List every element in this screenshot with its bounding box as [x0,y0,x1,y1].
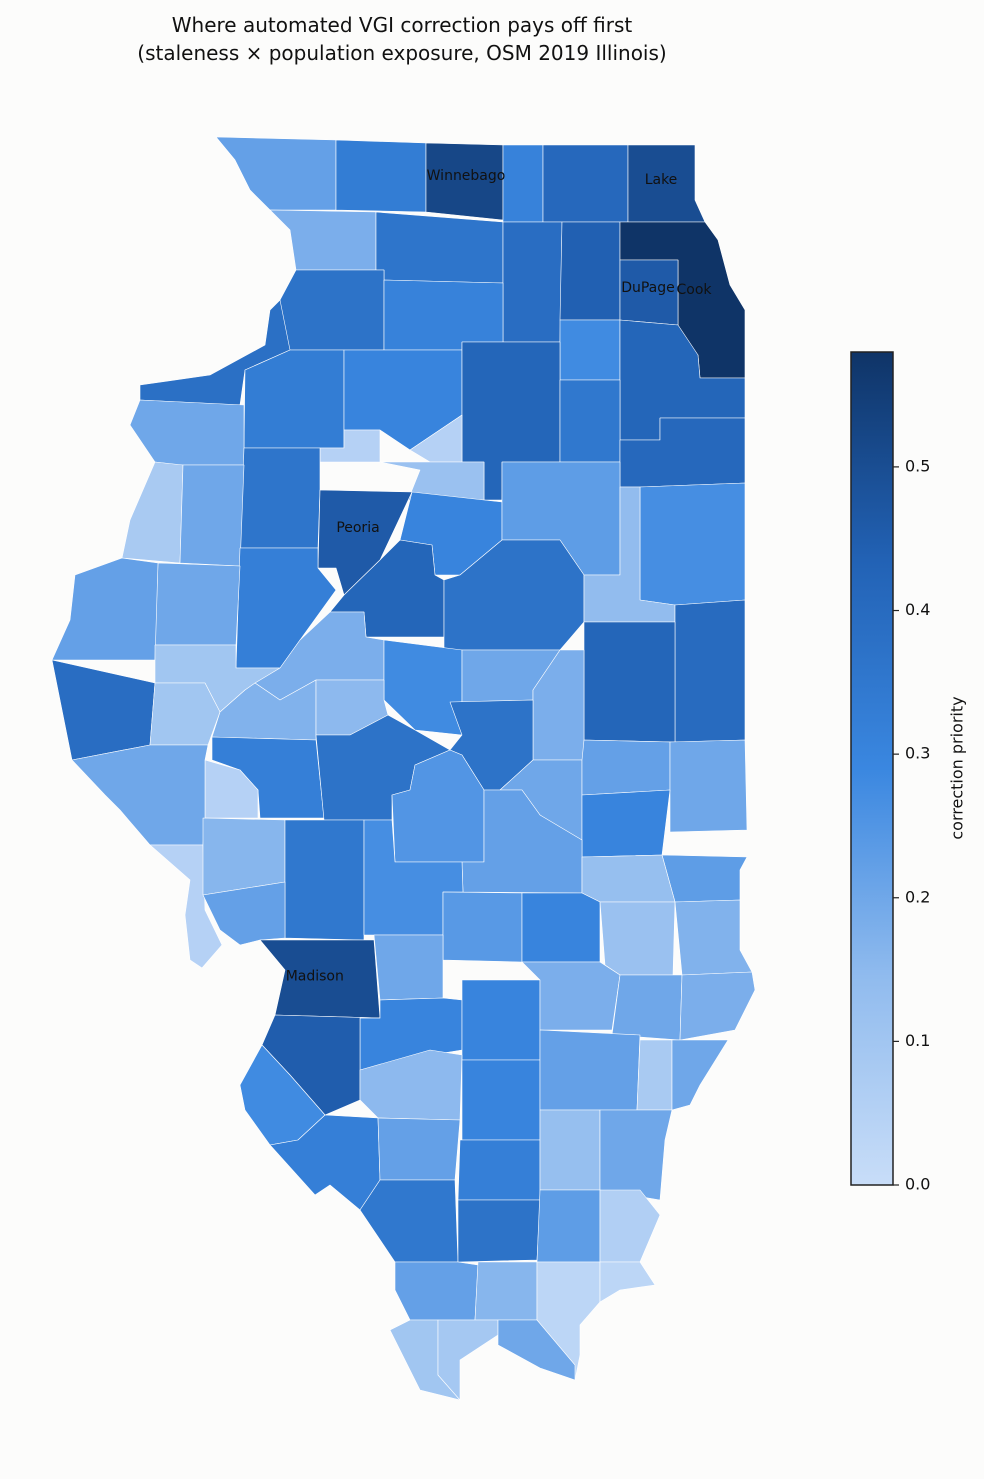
title: Where automated VGI correction pays off … [172,13,633,37]
colorbar-label: correction priority [948,696,967,839]
county [636,1039,673,1111]
county [502,221,563,343]
county [461,979,541,1061]
county [154,562,241,646]
county [639,482,746,606]
county [669,739,748,833]
county [611,974,683,1041]
county [581,739,671,796]
county [457,1199,541,1263]
county [671,1039,729,1111]
county [502,144,544,223]
county [243,349,345,449]
county [497,1319,576,1381]
county [542,144,629,223]
county-label: Winnebago [427,168,506,184]
county [581,854,676,903]
county-label: Madison [286,969,344,985]
county [599,1261,656,1303]
county [674,599,746,743]
county [284,819,365,941]
county [536,1189,601,1263]
tick-label: 0.1 [905,1031,930,1050]
tick-label: 0.3 [905,744,930,763]
county [377,1117,461,1181]
county [539,1109,601,1191]
county [279,269,385,351]
county [599,1189,661,1263]
county [583,621,676,743]
county [335,139,427,213]
county [149,682,221,746]
county [521,961,621,1031]
county [375,211,504,284]
county [457,1139,541,1201]
county [599,901,676,976]
tick-label: 0.5 [905,456,930,475]
county-label: DuPage [621,280,675,296]
colorbar-ticks: 0.0 0.1 0.2 0.3 0.4 0.5 [893,456,930,1194]
tick-label: 0.2 [905,887,930,906]
county [373,934,444,1001]
county [179,464,245,567]
tick-label: 0.0 [905,1175,930,1194]
county [521,892,601,963]
county [539,1029,641,1111]
counties [51,136,756,1401]
county [239,447,321,549]
county-label: Cook [676,282,712,298]
county [121,461,184,564]
county [211,736,325,819]
county [202,817,286,896]
county [442,891,523,963]
colorbar [850,351,894,1186]
tick-label: 0.4 [905,600,930,619]
county [599,1109,673,1201]
county [559,221,621,321]
county [627,144,706,223]
county [461,1059,541,1141]
county [674,899,753,976]
county-label: Peoria [336,520,379,536]
county [661,854,748,903]
county [559,379,621,463]
county [559,319,621,381]
county [679,971,756,1041]
county [359,1179,459,1263]
county [394,1261,479,1321]
county [383,279,504,351]
county [474,1261,538,1321]
title: (staleness × population exposure, OSM 20… [137,41,666,65]
county-label: Lake [645,172,678,188]
county [581,789,671,858]
